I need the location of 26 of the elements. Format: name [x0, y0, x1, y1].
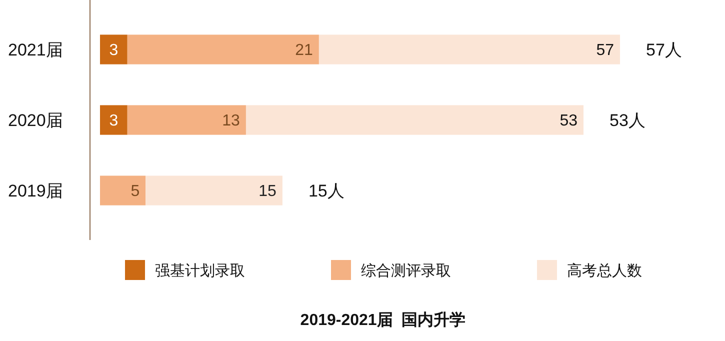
y-tick-label: 2019届 — [8, 181, 63, 200]
bar — [127, 105, 246, 135]
bar — [127, 34, 319, 64]
data-label: 21 — [295, 42, 314, 60]
data-label: 13 — [222, 112, 240, 130]
bar — [100, 105, 128, 135]
annotation: 15人 — [308, 181, 344, 200]
y-tick-label: 2020届 — [8, 110, 63, 130]
data-label: 3 — [109, 112, 118, 130]
legend-label: 高考总人数 — [567, 262, 642, 280]
bar — [100, 34, 128, 64]
bar — [318, 34, 620, 64]
annotation: 57 — [596, 42, 614, 60]
annotation: 53 — [560, 112, 578, 130]
legend-label: 综合测评录取 — [361, 262, 451, 280]
bar — [100, 176, 146, 206]
legend-label: 强基计划录取 — [155, 262, 245, 280]
data-label: 3 — [109, 42, 118, 60]
data-label: 15 — [258, 183, 277, 200]
text: 2019-2021届 国内升学 — [300, 311, 466, 329]
data-label: 5 — [130, 183, 140, 200]
bar — [246, 105, 584, 135]
bar — [146, 176, 282, 206]
annotation: 57人 — [646, 40, 682, 60]
y-tick-label: 2021届 — [8, 40, 63, 60]
annotation: 53人 — [610, 110, 646, 130]
